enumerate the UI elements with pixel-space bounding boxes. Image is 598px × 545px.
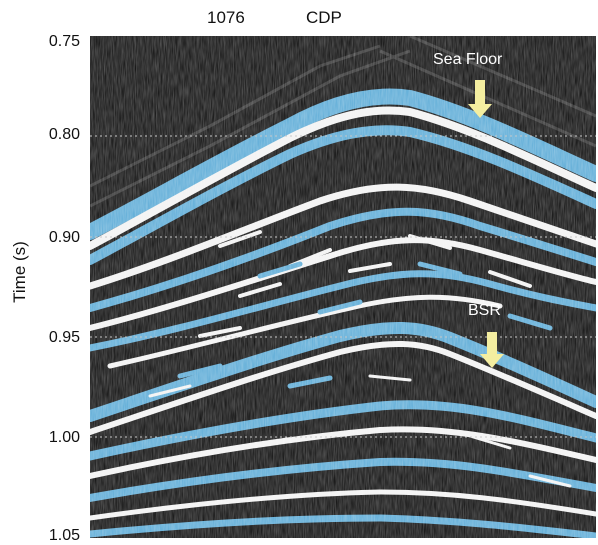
y-tick-label: 0.95 <box>48 329 80 346</box>
seismic-section-image: Sea Floor BSR <box>90 36 596 538</box>
time-gridlines <box>90 135 596 438</box>
y-tick-label: 0.90 <box>48 229 80 246</box>
bsr-arrow <box>480 332 504 368</box>
texture-overlay <box>90 36 596 538</box>
y-tick-label: 0.80 <box>48 126 80 143</box>
sea-floor-arrow <box>468 80 492 118</box>
seismic-reflection-graphic <box>90 36 596 538</box>
y-tick-label: 0.75 <box>48 33 80 50</box>
y-tick-label: 1.00 <box>48 429 80 446</box>
y-tick-label: 1.05 <box>48 527 80 544</box>
sea-floor-annotation: Sea Floor <box>433 51 503 68</box>
y-axis-label: Time (s) <box>10 241 29 303</box>
bsr-annotation: BSR <box>468 302 501 319</box>
trace-number-label: 1076 <box>207 8 245 27</box>
cdp-axis-label: CDP <box>306 8 342 27</box>
